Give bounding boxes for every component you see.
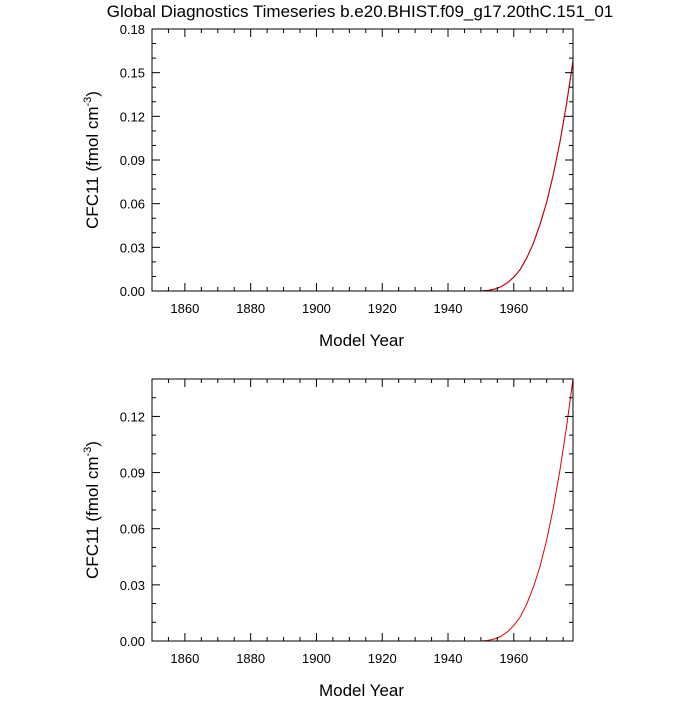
- y-axis-label: CFC11 (fmol cm-3): [82, 441, 102, 579]
- x-tick-label: 1920: [368, 651, 397, 666]
- series-line-black: [152, 60, 574, 292]
- y-tick-label: 0.12: [120, 409, 145, 424]
- y-tick-label: 0.12: [120, 109, 145, 124]
- y-axis-label-suffix: ): [83, 91, 102, 97]
- x-tick-label: 1940: [434, 301, 463, 316]
- x-tick-label: 1860: [170, 651, 199, 666]
- x-tick-label: 1920: [368, 301, 397, 316]
- y-axis-label-superscript: -3: [82, 447, 94, 457]
- x-tick-label: 1880: [236, 651, 265, 666]
- x-axis-label: Model Year: [319, 681, 404, 700]
- series-line-red: [152, 378, 574, 642]
- y-tick-label: 0.09: [120, 466, 145, 481]
- y-tick-label: 0.18: [120, 22, 145, 37]
- x-tick-label: 1900: [302, 301, 331, 316]
- plot-frame: [151, 378, 574, 642]
- y-tick-label: 0.00: [120, 634, 145, 649]
- x-tick-label: 1860: [170, 301, 199, 316]
- chart-title: Global Diagnostics Timeseries b.e20.BHIS…: [107, 2, 614, 21]
- y-tick-label: 0.03: [120, 578, 145, 593]
- plot-frame: [151, 28, 574, 292]
- chart-panel-top: 1860 1880 1900 1920 1940 1960 0.00 0.03 0.06 0.09…: [82, 22, 574, 350]
- y-tick-label: 0.00: [120, 284, 145, 299]
- x-tick-label: 1940: [434, 651, 463, 666]
- y-tick-label: 0.06: [120, 522, 145, 537]
- y-axis-label: CFC11 (fmol cm-3): [82, 91, 102, 229]
- y-axis-label-text: CFC11 (fmol cm: [83, 456, 102, 578]
- x-tick-label: 1960: [499, 651, 528, 666]
- series-line-red: [152, 60, 574, 292]
- x-axis-label: Model Year: [319, 331, 404, 350]
- y-tick-label: 0.15: [120, 66, 145, 81]
- x-tick-label: 1880: [236, 301, 265, 316]
- y-tick-label: 0.06: [120, 197, 145, 212]
- y-axis-label-superscript: -3: [82, 97, 94, 107]
- y-axis-label-text: CFC11 (fmol cm: [83, 106, 102, 228]
- x-tick-label: 1900: [302, 651, 331, 666]
- y-tick-label: 0.03: [120, 240, 145, 255]
- y-axis-label-suffix: ): [83, 441, 102, 447]
- chart-panel-bottom: 1860 1880 1900 1920 1940 1960 0.00 0.03 0.06 0.09…: [82, 378, 574, 700]
- y-tick-label: 0.09: [120, 153, 145, 168]
- x-tick-label: 1960: [499, 301, 528, 316]
